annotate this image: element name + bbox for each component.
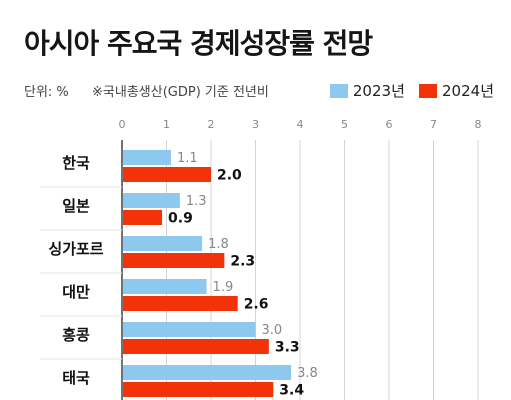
category-label-5: 태국 (62, 369, 90, 387)
bar-2023-2 (123, 236, 203, 251)
legend-label-2023: 2023년 (352, 82, 405, 100)
bar-2023-3 (123, 279, 207, 294)
unit-label: 단위: % (24, 85, 69, 100)
legend: 2023년 2024년 (320, 80, 494, 100)
chart-title: 아시아 주요국 경제성장률 전망 (24, 27, 373, 60)
data-label-2023-0: 1.1 (177, 151, 198, 166)
data-label-2024-5: 3.4 (279, 383, 304, 399)
legend-label-2024: 2024년 (442, 82, 494, 100)
x-tick-label-5: 5 (341, 118, 348, 131)
category-label-2: 싱가포르 (48, 240, 103, 258)
data-label-2023-5: 3.8 (297, 366, 318, 381)
bar-2024-5 (123, 382, 274, 397)
bar-2024-2 (123, 253, 225, 268)
legend-swatch-2024 (419, 84, 438, 98)
legend-item-2023: 2023년 (329, 80, 405, 101)
x-tick-label-6: 6 (386, 118, 393, 131)
category-column (0, 140, 122, 400)
category-label-3: 대만 (62, 283, 90, 301)
data-label-2024-0: 2.0 (217, 168, 242, 184)
legend-swatch-2023 (329, 84, 348, 98)
category-label-1: 일본 (62, 197, 90, 215)
x-tick-label-0: 0 (119, 118, 126, 131)
bar-2023-4 (123, 322, 256, 337)
chart-note: ※국내총생산(GDP) 기준 전년비 (92, 85, 269, 100)
x-tick-label-2: 2 (208, 118, 215, 131)
bar-2023-5 (123, 365, 292, 380)
bar-2024-4 (123, 339, 269, 354)
data-label-2023-4: 3.0 (262, 323, 283, 338)
bar-2024-1 (123, 210, 163, 225)
bar-2024-3 (123, 296, 238, 311)
data-label-2023-1: 1.3 (186, 194, 207, 209)
bar-2023-1 (123, 193, 180, 208)
data-label-2023-3: 1.9 (213, 280, 234, 295)
x-tick-label-7: 7 (430, 118, 437, 131)
subtitle-row: 단위: % ※국내총생산(GDP) 기준 전년비 2023년 2024년 (24, 80, 494, 100)
x-tick-label-3: 3 (252, 118, 259, 131)
data-label-2024-3: 2.6 (244, 297, 269, 313)
data-label-2024-4: 3.3 (275, 340, 300, 356)
data-label-2024-2: 2.3 (230, 254, 255, 270)
bar-2024-0 (123, 167, 211, 182)
category-label-4: 홍콩 (62, 326, 90, 344)
data-label-2023-2: 1.8 (208, 237, 229, 252)
bar-2023-0 (123, 150, 171, 165)
x-tick-label-1: 1 (163, 118, 170, 131)
x-tick-label-8: 8 (475, 118, 482, 131)
category-label-0: 한국 (62, 154, 90, 172)
data-label-2024-1: 0.9 (168, 211, 193, 227)
legend-item-2024: 2024년 (419, 80, 494, 101)
x-tick-label-4: 4 (297, 118, 304, 131)
